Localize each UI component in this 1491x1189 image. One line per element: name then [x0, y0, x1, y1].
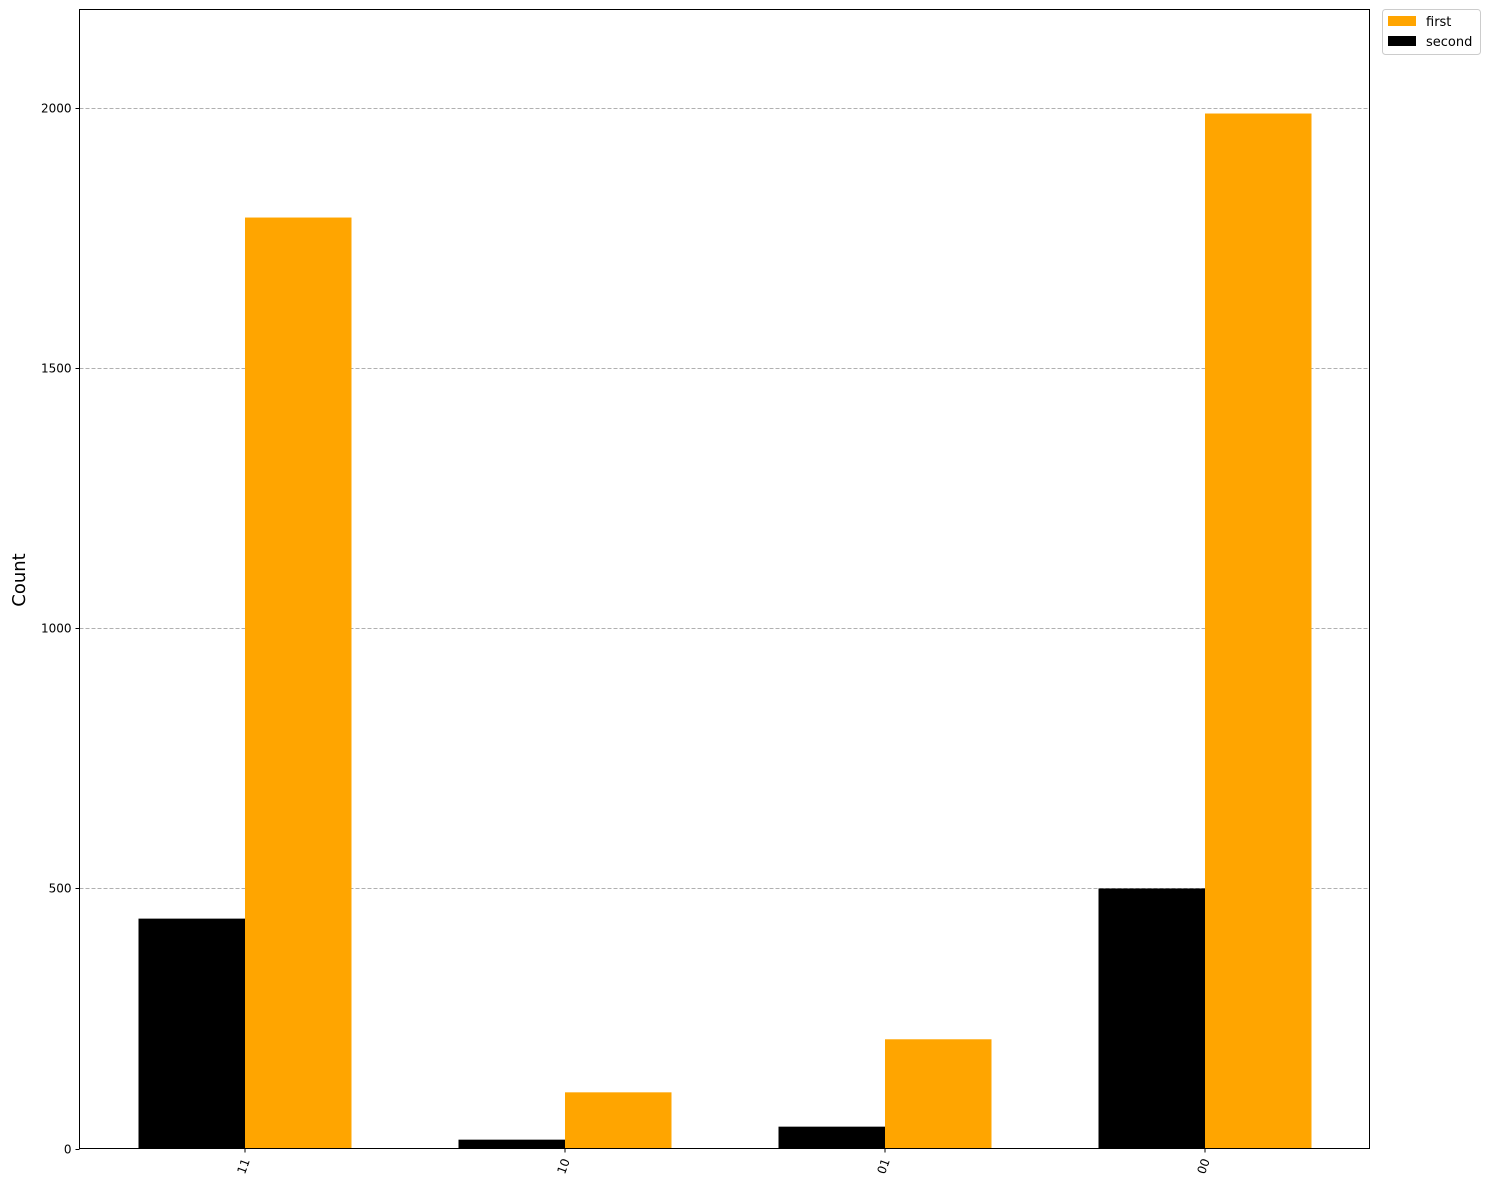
legend-label-second: second: [1426, 35, 1472, 50]
plot-frame: [79, 9, 1370, 1149]
bar-second-00: [1098, 888, 1205, 1149]
legend: first second: [1382, 9, 1481, 55]
y-axis: 0 500 1000 1500 2000: [41, 102, 80, 1157]
x-tick-label: 00: [1194, 1157, 1212, 1176]
bar-second-01: [778, 1126, 885, 1149]
legend-label-first: first: [1426, 15, 1451, 30]
bar-first-01: [885, 1039, 992, 1149]
x-tick-label: 01: [874, 1157, 892, 1176]
y-tick-label: 2000: [41, 102, 72, 116]
bars: [138, 113, 1312, 1149]
y-tick-label: 1000: [41, 622, 72, 636]
y-tick-label: 0: [64, 1143, 72, 1157]
x-tick-label: 11: [234, 1157, 252, 1176]
x-tick-label: 10: [554, 1157, 572, 1176]
legend-swatch-second: [1388, 36, 1416, 46]
y-tick-label: 500: [49, 882, 72, 896]
x-axis: 11 10 01 00: [234, 1148, 1213, 1176]
y-tick-label: 1500: [41, 362, 72, 376]
y-axis-label: Count: [9, 553, 30, 606]
bar-first-00: [1205, 113, 1312, 1149]
bar-second-11: [138, 918, 245, 1149]
bar-first-10: [565, 1092, 672, 1149]
bar-second-10: [458, 1139, 565, 1149]
bar-first-11: [245, 217, 352, 1149]
legend-swatch-first: [1388, 16, 1416, 26]
